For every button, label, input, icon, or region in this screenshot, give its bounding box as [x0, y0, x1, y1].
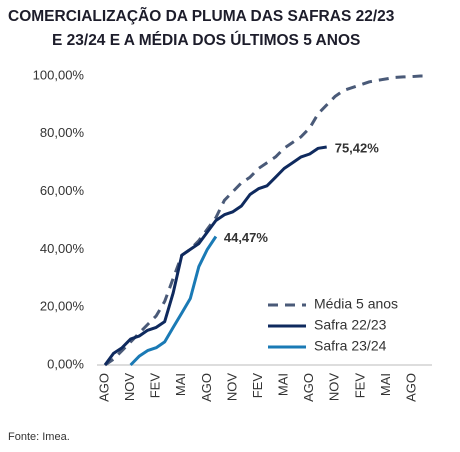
- legend-label: Safra 23/24: [314, 338, 387, 354]
- x-tick-label: NOV: [327, 373, 342, 402]
- line-series: [103, 145, 327, 366]
- y-tick-label: 60,00%: [40, 183, 85, 198]
- x-tick-label: AGO: [96, 373, 111, 402]
- data-label: 44,47%: [224, 230, 269, 245]
- y-tick-label: 40,00%: [40, 241, 85, 256]
- line-series: [129, 235, 218, 367]
- chart-title: COMERCIALIZAÇÃO DA PLUMA DAS SAFRAS 22/2…: [8, 7, 395, 25]
- x-tick-label: FEV: [148, 373, 163, 399]
- x-tick-label: MAI: [173, 373, 188, 396]
- x-tick-label: AGO: [403, 373, 418, 402]
- x-tick-label: MAI: [378, 373, 393, 396]
- legend-label: Média 5 anos: [314, 296, 398, 312]
- x-tick-label: NOV: [224, 373, 239, 402]
- data-label: 75,42%: [335, 140, 380, 155]
- x-tick-label: FEV: [352, 373, 367, 399]
- y-tick-label: 100,00%: [33, 67, 85, 82]
- legend-label: Safra 22/23: [314, 317, 387, 333]
- x-tick-label: FEV: [250, 373, 265, 399]
- line-series: [104, 74, 430, 367]
- source: Fonte: Imea.: [8, 431, 70, 443]
- x-tick-label: MAI: [276, 373, 291, 396]
- y-tick-label: 80,00%: [40, 125, 85, 140]
- x-tick-label: NOV: [122, 373, 137, 402]
- chart-title: E 23/24 E A MÉDIA DOS ÚLTIMOS 5 ANOS: [52, 31, 360, 49]
- y-tick-label: 20,00%: [40, 299, 85, 314]
- x-tick-label: AGO: [199, 373, 214, 402]
- y-tick-label: 0,00%: [47, 356, 84, 371]
- x-tick-label: AGO: [301, 373, 316, 402]
